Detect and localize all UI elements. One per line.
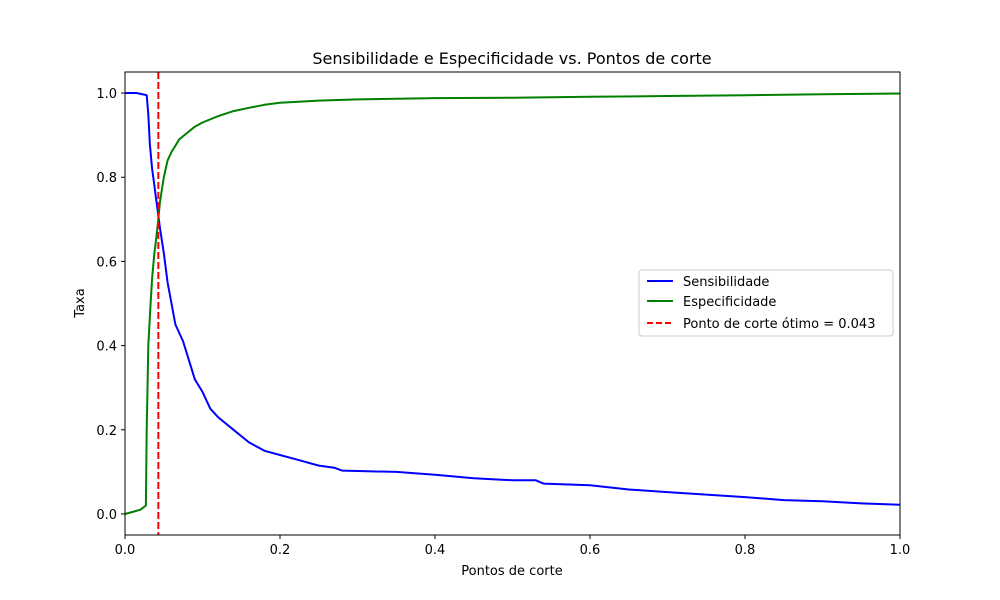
x-tick-label: 0.2 [270, 543, 291, 558]
x-tick-label: 1.0 [890, 543, 911, 558]
y-tick-label: 0.0 [96, 508, 117, 523]
sensibilidade-line [125, 92, 901, 506]
y-axis-ticks: 0.0 0.2 0.4 0.6 0.8 1.0 [96, 87, 125, 523]
legend-optimal-cutoff-label: Ponto de corte ótimo = 0.043 [683, 317, 875, 332]
especificidade-line [124, 92, 901, 515]
y-tick-label: 0.2 [96, 424, 117, 439]
legend-sensibilidade-label: Sensibilidade [683, 275, 769, 290]
y-tick-label: 0.8 [96, 171, 117, 186]
chart-title: Sensibilidade e Especificidade vs. Ponto… [312, 49, 711, 68]
x-tick-label: 0.6 [580, 543, 601, 558]
x-axis-ticks: 0.0 0.2 0.4 0.6 0.8 1.0 [115, 535, 911, 558]
x-tick-label: 0.0 [115, 543, 136, 558]
legend-especificidade-label: Especificidade [683, 295, 776, 310]
y-tick-label: 1.0 [96, 87, 117, 102]
x-tick-label: 0.4 [425, 543, 446, 558]
plot-frame [124, 71, 901, 536]
x-axis-label: Pontos de corte [461, 564, 562, 579]
y-tick-label: 0.6 [96, 255, 117, 270]
legend: Sensibilidade Especificidade Ponto de co… [638, 269, 894, 337]
legend-box [638, 269, 894, 337]
y-tick-label: 0.4 [96, 340, 117, 355]
plot-lines [124, 72, 901, 535]
y-axis-label: Taxa [73, 288, 88, 318]
x-tick-label: 0.8 [735, 543, 756, 558]
